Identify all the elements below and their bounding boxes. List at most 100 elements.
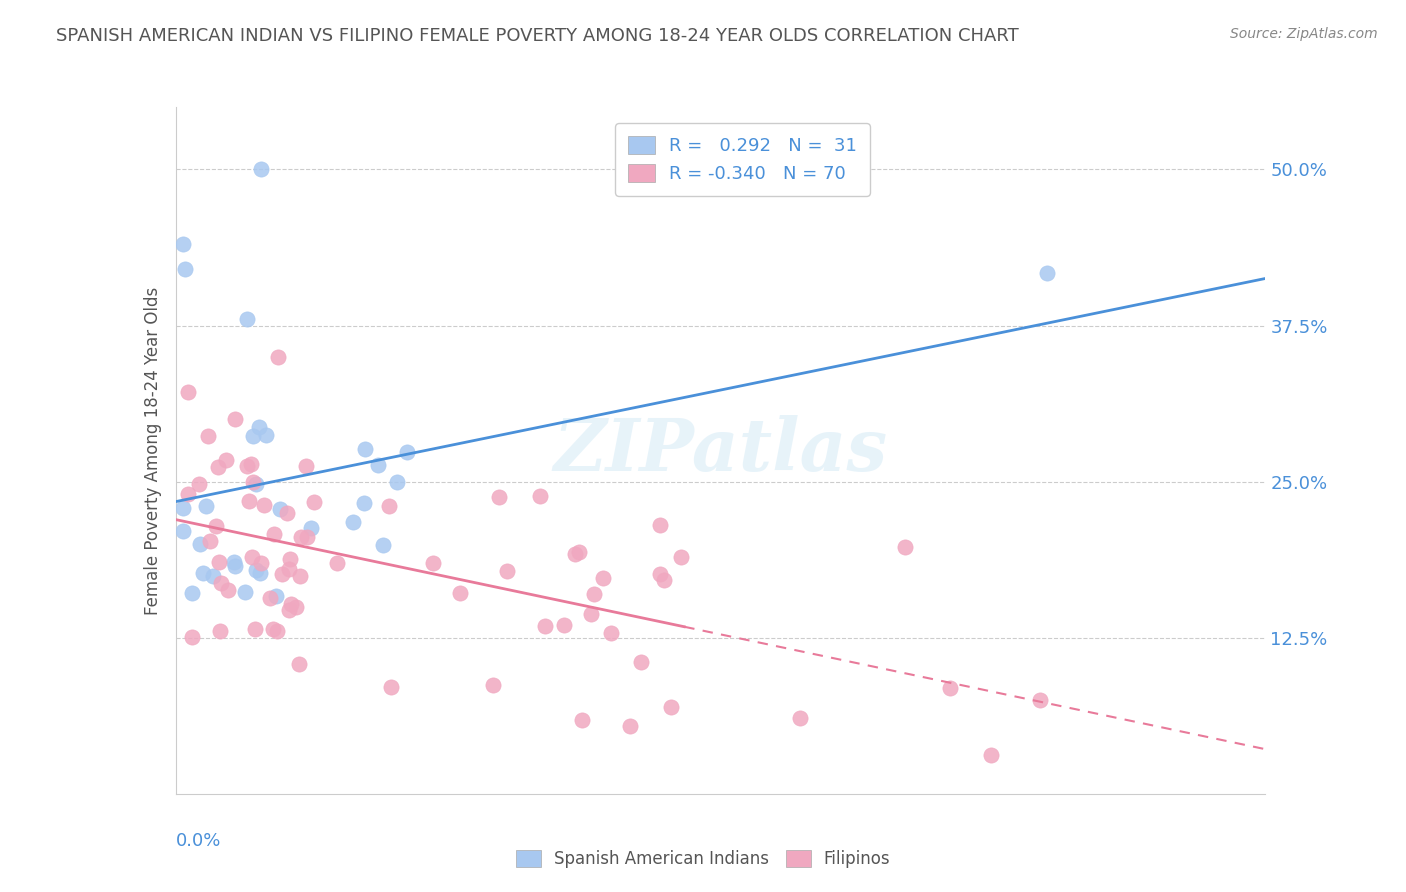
Point xyxy=(188,477,211,491)
Point xyxy=(326,556,349,570)
Point xyxy=(894,540,917,554)
Point xyxy=(534,619,557,633)
Point xyxy=(247,420,270,434)
Point xyxy=(194,500,217,514)
Text: ZIPatlas: ZIPatlas xyxy=(554,415,887,486)
Point xyxy=(177,384,200,399)
Point xyxy=(263,527,285,541)
Point xyxy=(269,502,291,516)
Point xyxy=(191,566,214,581)
Point xyxy=(488,490,510,504)
Point xyxy=(242,475,264,490)
Point xyxy=(222,555,245,569)
Point xyxy=(245,563,267,577)
Point xyxy=(482,677,505,691)
Point xyxy=(236,312,259,326)
Point xyxy=(188,537,211,551)
Text: SPANISH AMERICAN INDIAN VS FILIPINO FEMALE POVERTY AMONG 18-24 YEAR OLDS CORRELA: SPANISH AMERICAN INDIAN VS FILIPINO FEMA… xyxy=(56,27,1019,45)
Point xyxy=(385,475,408,489)
Point xyxy=(290,530,312,544)
Point xyxy=(661,699,683,714)
Point xyxy=(253,499,276,513)
Point xyxy=(553,618,575,632)
Point xyxy=(177,486,200,500)
Point xyxy=(217,583,239,598)
Point xyxy=(619,719,641,733)
Point xyxy=(529,489,551,503)
Point xyxy=(172,237,194,252)
Point xyxy=(249,566,271,580)
Text: Source: ZipAtlas.com: Source: ZipAtlas.com xyxy=(1230,27,1378,41)
Point xyxy=(172,524,194,538)
Point xyxy=(208,555,231,569)
Text: 0.0%: 0.0% xyxy=(176,831,221,850)
Point xyxy=(243,622,266,636)
Point xyxy=(380,681,402,695)
Point xyxy=(373,538,395,552)
Point xyxy=(209,624,232,638)
Point xyxy=(789,711,811,725)
Point xyxy=(354,442,377,457)
Point xyxy=(568,545,591,559)
Point xyxy=(215,453,238,467)
Point xyxy=(278,562,301,576)
Point xyxy=(250,162,273,177)
Point xyxy=(205,519,228,533)
Point xyxy=(267,350,290,364)
Point xyxy=(939,681,962,696)
Point xyxy=(630,655,652,669)
Point xyxy=(207,459,229,474)
Point xyxy=(278,602,301,616)
Point xyxy=(302,495,325,509)
Point xyxy=(422,557,444,571)
Point xyxy=(652,573,675,587)
Point xyxy=(266,589,288,603)
Point xyxy=(245,476,267,491)
Point xyxy=(979,747,1001,762)
Point xyxy=(299,521,322,535)
Point xyxy=(254,428,277,442)
Point xyxy=(240,549,263,564)
Point xyxy=(669,550,692,565)
Point xyxy=(280,597,302,611)
Point xyxy=(1036,266,1059,280)
Point xyxy=(295,458,318,473)
Point xyxy=(249,556,271,570)
Point xyxy=(278,551,301,566)
Point xyxy=(449,586,471,600)
Point xyxy=(592,571,614,585)
Point xyxy=(288,657,311,672)
Point xyxy=(266,624,288,638)
Point xyxy=(648,518,671,533)
Point xyxy=(259,591,281,606)
Point xyxy=(242,429,264,443)
Y-axis label: Female Poverty Among 18-24 Year Olds: Female Poverty Among 18-24 Year Olds xyxy=(143,286,162,615)
Point xyxy=(224,559,246,574)
Point xyxy=(495,564,517,578)
Point xyxy=(276,506,298,520)
Point xyxy=(290,569,312,583)
Point xyxy=(367,458,389,473)
Point xyxy=(233,585,256,599)
Point xyxy=(571,714,593,728)
Legend: R =   0.292   N =  31, R = -0.340   N = 70: R = 0.292 N = 31, R = -0.340 N = 70 xyxy=(614,123,870,196)
Point xyxy=(174,262,197,277)
Point xyxy=(295,531,318,545)
Point xyxy=(581,607,603,621)
Point xyxy=(284,599,307,614)
Point xyxy=(342,515,364,529)
Point xyxy=(201,569,224,583)
Point xyxy=(198,534,221,549)
Point xyxy=(378,499,401,513)
Point xyxy=(583,586,606,600)
Point xyxy=(197,429,219,443)
Point xyxy=(564,547,586,561)
Point xyxy=(181,586,204,600)
Point xyxy=(172,500,194,515)
Point xyxy=(1029,693,1052,707)
Point xyxy=(181,630,204,644)
Point xyxy=(209,575,232,590)
Point xyxy=(650,567,672,582)
Point xyxy=(240,457,263,471)
Point xyxy=(262,622,284,636)
